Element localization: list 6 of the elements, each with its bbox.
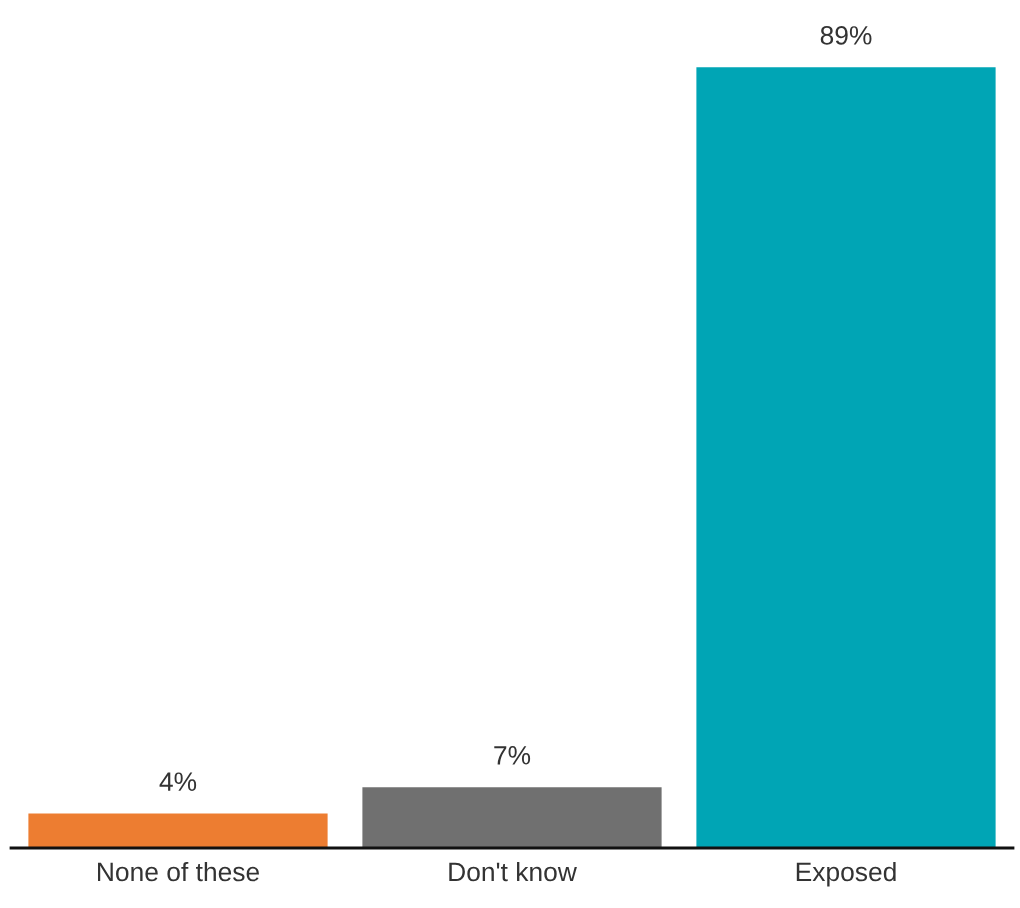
data-label: 7% bbox=[494, 746, 531, 765]
data-label: 4% bbox=[159, 772, 197, 791]
x-tick-label: Don't know bbox=[449, 861, 577, 882]
data-label: 89% bbox=[820, 26, 872, 45]
x-tick-label: Exposed bbox=[796, 861, 896, 887]
x-tick-label: None of these bbox=[98, 861, 259, 882]
